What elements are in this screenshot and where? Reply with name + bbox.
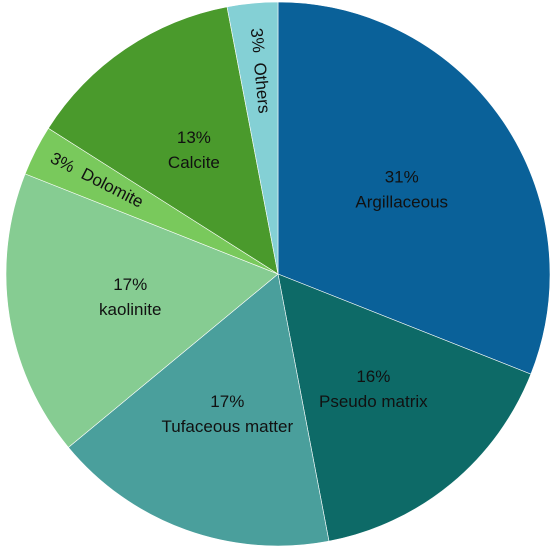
pie-slice [5,173,279,448]
value-label: 3% [246,27,267,53]
value-label: 17% [113,275,147,294]
value-label: 17% [210,392,244,411]
pie-slice [277,273,532,542]
category-label: Tufaceous matter [161,417,293,436]
pie-slice [47,6,279,275]
category-label: kaolinite [99,300,161,319]
value-label: 16% [356,367,390,386]
category-label: Calcite [168,153,220,172]
pie-slice [226,1,279,275]
category-label: Argillaceous [355,192,448,211]
category-label: Pseudo matrix [319,392,428,411]
value-label: 13% [177,128,211,147]
pie-slice [277,1,550,375]
value-label: 31% [385,167,419,186]
category-label: Others [250,62,274,115]
slice-label: 3% Others [246,27,273,114]
pie-slice [67,273,330,547]
